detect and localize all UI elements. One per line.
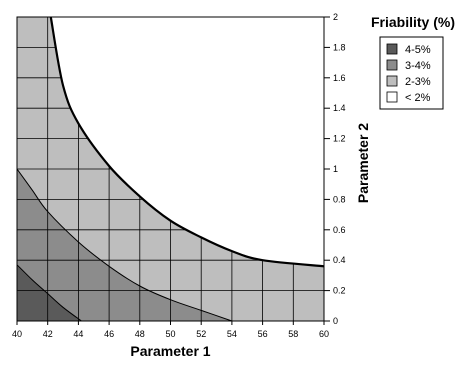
region-4-5 — [17, 264, 82, 321]
legend-title: Friability (%) — [371, 14, 455, 30]
region-layer — [17, 17, 324, 321]
contour-line-layer — [16, 16, 325, 322]
x-tick-label: 54 — [227, 329, 237, 339]
x-tick-label: 50 — [165, 329, 175, 339]
legend-label: < 2% — [405, 92, 431, 104]
x-tick-label: 42 — [43, 329, 53, 339]
contour-line-4 — [16, 264, 82, 322]
x-axis-title: Parameter 1 — [130, 343, 210, 359]
y-axis-title: Parameter 2 — [355, 123, 371, 203]
legend: 4-5% 3-4% 2-3% < 2% — [379, 36, 444, 110]
legend-swatch — [386, 43, 398, 55]
contour-line-3 — [16, 168, 233, 322]
y-tick-label: 2 — [333, 12, 338, 22]
y-tick-label: 1 — [333, 164, 338, 174]
region-3-4 — [17, 169, 232, 321]
y-tick-label: 1.4 — [333, 103, 346, 113]
legend-swatch — [386, 91, 398, 103]
y-tick-label: 0.6 — [333, 225, 346, 235]
x-tick-label: 52 — [196, 329, 206, 339]
legend-label: 3-4% — [405, 60, 431, 72]
contour-line-2 — [49, 16, 325, 268]
legend-swatch — [386, 75, 398, 87]
legend-label: 4-5% — [405, 44, 431, 56]
x-tick-label: 40 — [12, 329, 22, 339]
legend-label: 2-3% — [405, 76, 431, 88]
x-tick-label: 46 — [104, 329, 114, 339]
legend-swatch — [386, 59, 398, 71]
y-axis: 0 0.2 0.4 0.6 0.8 1 1.2 1.4 1.6 1.8 2 — [324, 12, 346, 326]
x-tick-label: 44 — [73, 329, 83, 339]
y-tick-label: 1.8 — [333, 42, 346, 52]
x-axis: 40 42 44 46 48 50 52 54 56 58 60 — [12, 321, 329, 339]
y-tick-label: 0.8 — [333, 194, 346, 204]
y-tick-label: 0.2 — [333, 286, 346, 296]
y-tick-label: 1.6 — [333, 73, 346, 83]
x-tick-label: 58 — [288, 329, 298, 339]
x-tick-label: 56 — [258, 329, 268, 339]
y-tick-label: 0.4 — [333, 255, 346, 265]
x-tick-label: 60 — [319, 329, 329, 339]
y-tick-label: 0 — [333, 316, 338, 326]
y-tick-label: 1.2 — [333, 134, 346, 144]
x-tick-label: 48 — [135, 329, 145, 339]
region-2-3 — [17, 17, 324, 321]
